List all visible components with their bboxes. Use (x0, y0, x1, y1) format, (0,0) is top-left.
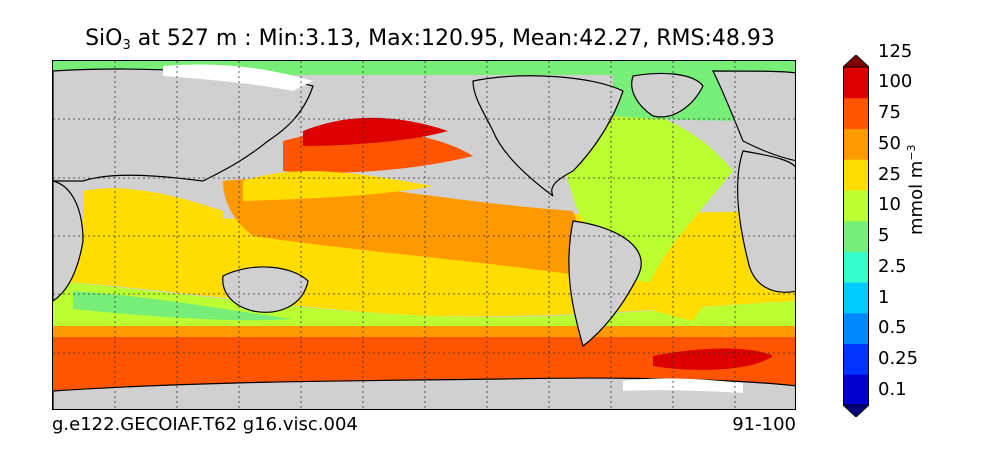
colorbar-segment (843, 343, 869, 375)
colorbar-segment (843, 128, 869, 160)
colorbar-tick-label: 0.25 (878, 347, 919, 369)
years-label: 91-100 (732, 414, 796, 435)
colorbar-tick-label: 0.1 (878, 378, 907, 400)
colorbar-tick-label: 1 (878, 286, 890, 308)
southern-ocean-max (653, 348, 773, 370)
colorbar-segment (843, 312, 869, 345)
colorbar-unit-label: mmol m−3 (905, 144, 927, 235)
colorbar (843, 55, 869, 417)
greenland (631, 72, 704, 118)
colorbar-segment (843, 374, 869, 406)
colorbar-tick-label: 50 (878, 132, 901, 154)
colorbar-tick-label: 2.5 (878, 255, 907, 277)
colorbar-segment (843, 67, 869, 99)
africa-east (736, 150, 795, 293)
colorbar-tick-label: 5 (878, 225, 890, 246)
colorbar-tick-label: 100 (878, 71, 913, 93)
eurasia-east (712, 70, 795, 162)
colorbar-extend-max (843, 55, 869, 68)
colorbar-tick-label: 0.5 (878, 317, 907, 339)
colorbar-tick-label: 75 (878, 102, 901, 124)
colorbar-tick-label: 125 (878, 40, 913, 62)
colorbar-segment (843, 220, 869, 252)
colorbar-segment (843, 282, 869, 314)
plot-title: SiO3 at 527 m : Min:3.13, Max:120.95, Me… (85, 26, 775, 53)
colorbar-extend-min (843, 404, 869, 417)
australia (222, 266, 309, 313)
colorbar-segment (843, 159, 869, 191)
colorbar-tick-label: 10 (878, 194, 901, 216)
case-name-label: g.e122.GECOIAF.T62 g16.visc.004 (52, 414, 358, 435)
north-america (472, 75, 624, 197)
colorbar-segment (843, 251, 869, 283)
antarctica (53, 377, 795, 409)
colorbar-segment (843, 97, 869, 129)
pacific-orange (223, 178, 590, 279)
north-pacific-max (303, 117, 448, 146)
africa (53, 180, 84, 302)
world-map (52, 60, 796, 410)
colorbar-segment (843, 189, 869, 222)
south-america (568, 220, 642, 348)
colorbar-tick-label: 25 (878, 163, 901, 185)
